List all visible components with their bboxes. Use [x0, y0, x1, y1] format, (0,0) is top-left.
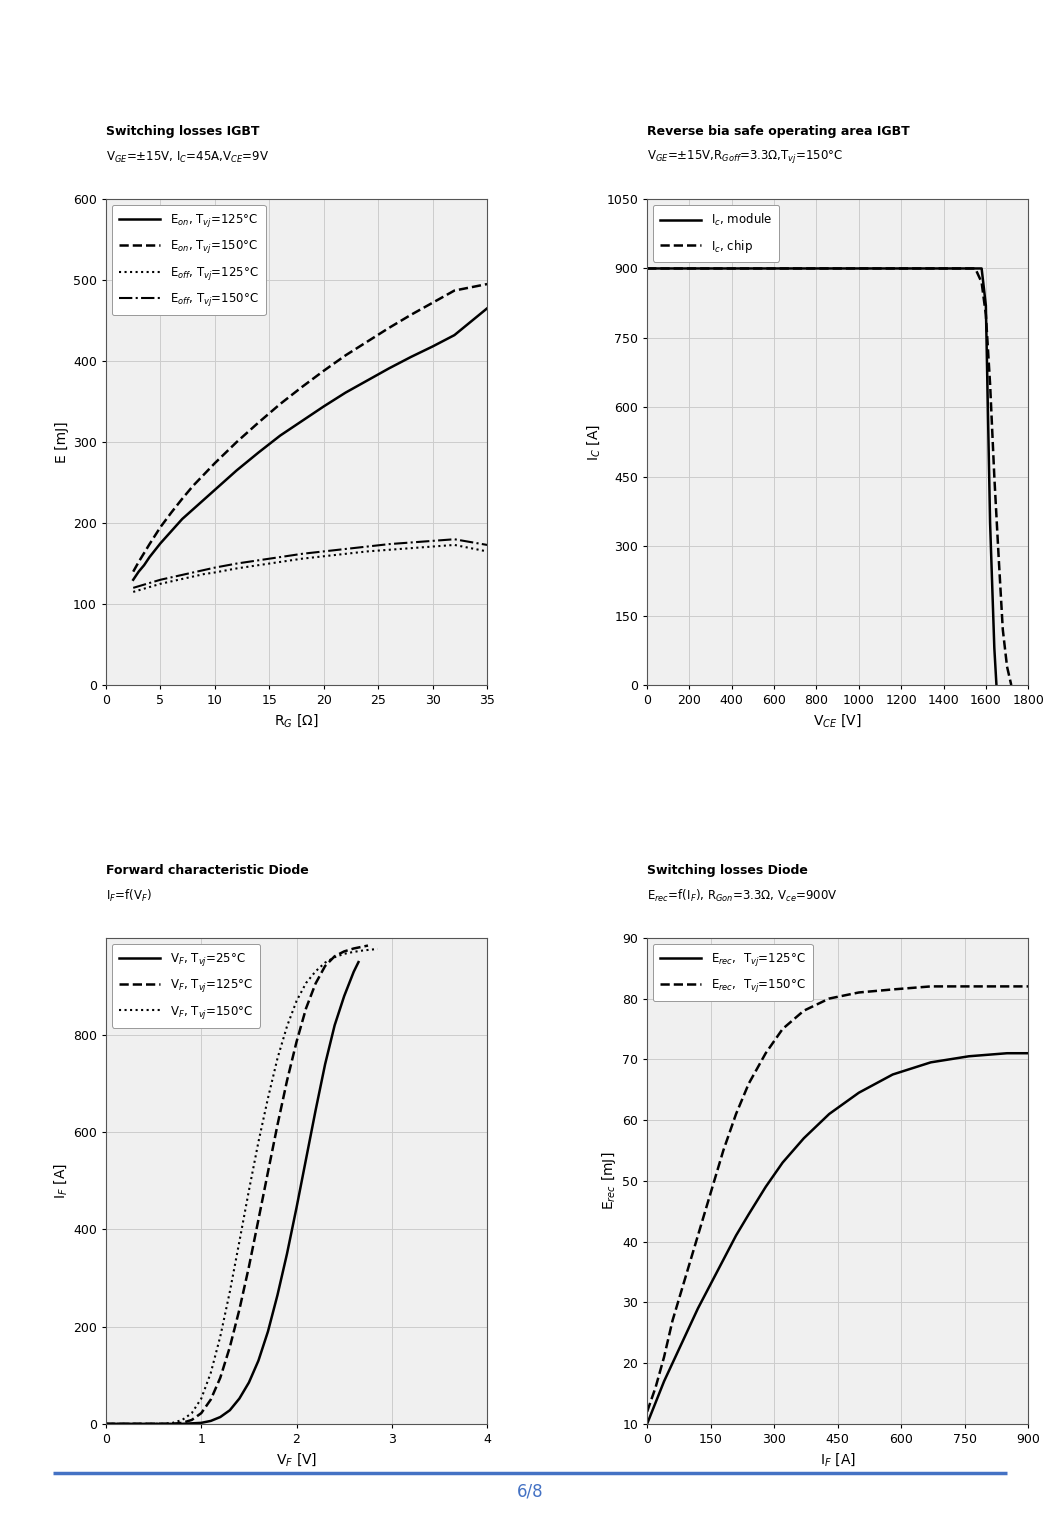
Legend: I$_c$, module, I$_c$, chip: I$_c$, module, I$_c$, chip: [653, 205, 779, 262]
Y-axis label: I$_C$ [A]: I$_C$ [A]: [585, 424, 602, 461]
Text: V$_{GE}$=±15V,R$_{Goff}$=3.3Ω,T$_{vj}$=150°C: V$_{GE}$=±15V,R$_{Goff}$=3.3Ω,T$_{vj}$=1…: [647, 149, 843, 165]
Text: E$_{rec}$=f(I$_F$), R$_{Gon}$=3.3Ω, V$_{ce}$=900V: E$_{rec}$=f(I$_F$), R$_{Gon}$=3.3Ω, V$_{…: [647, 888, 837, 905]
X-axis label: V$_F$ [V]: V$_F$ [V]: [276, 1451, 317, 1468]
Text: V$_{GE}$=±15V, I$_C$=45A,V$_{CE}$=9V: V$_{GE}$=±15V, I$_C$=45A,V$_{CE}$=9V: [106, 150, 269, 165]
Text: Switching losses Diode: Switching losses Diode: [647, 863, 808, 877]
Legend: V$_F$, T$_{vj}$=25°C, V$_F$, T$_{vj}$=125°C, V$_F$, T$_{vj}$=150°C: V$_F$, T$_{vj}$=25°C, V$_F$, T$_{vj}$=12…: [112, 943, 260, 1027]
Y-axis label: E [mJ]: E [mJ]: [55, 421, 69, 462]
X-axis label: V$_{CE}$ [V]: V$_{CE}$ [V]: [813, 712, 862, 729]
Text: I$_F$=f(V$_F$): I$_F$=f(V$_F$): [106, 888, 152, 905]
Text: Switching losses IGBT: Switching losses IGBT: [106, 126, 260, 138]
X-axis label: I$_F$ [A]: I$_F$ [A]: [819, 1451, 855, 1468]
Text: Forward characteristic Diode: Forward characteristic Diode: [106, 863, 308, 877]
Text: Reverse bia safe operating area IGBT: Reverse bia safe operating area IGBT: [647, 126, 909, 138]
Text: 6/8: 6/8: [516, 1482, 544, 1500]
X-axis label: R$_G$ [Ω]: R$_G$ [Ω]: [275, 712, 319, 729]
Y-axis label: E$_{rec}$ [mJ]: E$_{rec}$ [mJ]: [600, 1151, 618, 1209]
Legend: E$_{rec}$,  T$_{vj}$=125°C, E$_{rec}$,  T$_{vj}$=150°C: E$_{rec}$, T$_{vj}$=125°C, E$_{rec}$, T$…: [653, 943, 813, 1001]
Legend: E$_{on}$, T$_{vj}$=125°C, E$_{on}$, T$_{vj}$=150°C, E$_{off}$, T$_{vj}$=125°C, E: E$_{on}$, T$_{vj}$=125°C, E$_{on}$, T$_{…: [112, 205, 266, 315]
Y-axis label: I$_F$ [A]: I$_F$ [A]: [52, 1164, 69, 1199]
